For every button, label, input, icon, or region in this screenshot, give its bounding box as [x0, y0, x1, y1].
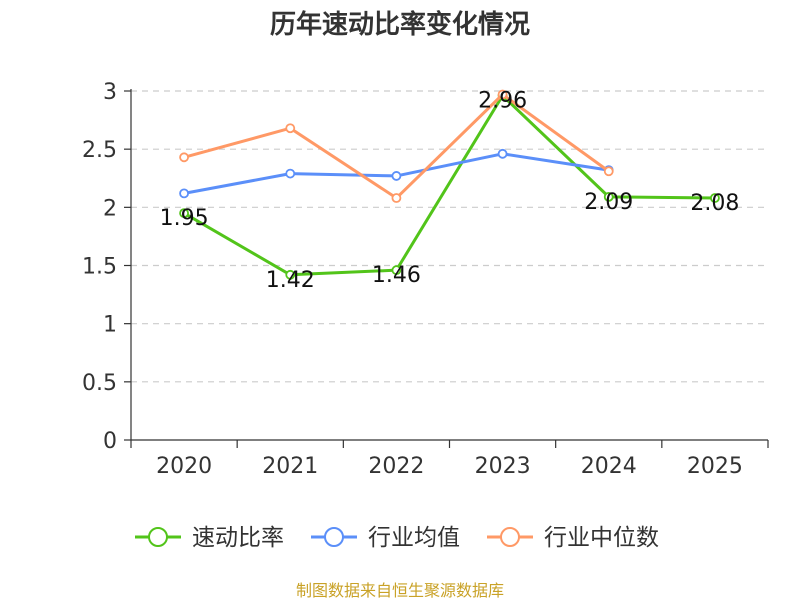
- x-tick-label: 2022: [368, 454, 424, 479]
- data-point: [179, 188, 189, 199]
- y-tick-label: 0.5: [82, 371, 117, 396]
- data-point: [391, 193, 402, 203]
- x-tick-label: 2024: [581, 454, 637, 479]
- series-layer: [179, 89, 720, 280]
- chart-title: 历年速动比率变化情况: [270, 9, 530, 40]
- legend-marker-1: [324, 527, 344, 547]
- legend-marker-2: [500, 527, 520, 547]
- y-tick-label: 2.5: [82, 138, 117, 163]
- data-point: [179, 208, 189, 219]
- x-tick-label: 2023: [475, 454, 531, 479]
- data-label: 2.08: [690, 191, 739, 216]
- y-tick-label: 1: [103, 313, 117, 338]
- x-tick-label: 2021: [262, 454, 318, 479]
- data-point: [391, 171, 402, 181]
- data-point: [497, 148, 508, 159]
- x-tick-label: 2025: [687, 454, 743, 479]
- legend-label-2: 行业中位数: [544, 525, 659, 551]
- y-tick-label: 1.5: [82, 255, 117, 280]
- data-point: [285, 269, 296, 280]
- legend-label-1: 行业均值: [368, 525, 460, 551]
- axes: 0 0.5 1 1.5 2 2.5 3 2020 2021 2022 2023 2024 2025: [82, 80, 769, 479]
- data-point: [285, 123, 296, 134]
- data-point: [497, 89, 508, 100]
- data-point: [603, 166, 614, 177]
- legend-label-0: 速动比率: [192, 525, 284, 551]
- data-label: 1.42: [266, 268, 315, 293]
- y-tick-label: 3: [103, 80, 117, 105]
- y-tick-label: 0: [103, 429, 117, 454]
- data-labels: 1.95 1.42 1.46 2.96 2.09 2.08: [160, 89, 740, 293]
- data-label: 1.46: [372, 263, 421, 288]
- grid-lines: [131, 90, 768, 383]
- data-point: [710, 193, 720, 203]
- data-point: [603, 191, 614, 202]
- data-label: 2.09: [584, 190, 633, 215]
- series-line-0: [183, 94, 715, 277]
- data-label: 1.95: [160, 206, 209, 231]
- data-point: [285, 168, 296, 179]
- legend: 速动比率 行业均值 行业中位数: [135, 525, 659, 551]
- data-point: [391, 265, 402, 276]
- x-tick-label: 2020: [156, 454, 212, 479]
- data-point: [179, 152, 189, 163]
- data-label: 2.96: [478, 89, 527, 114]
- legend-marker-0: [148, 527, 168, 547]
- y-tick-label: 2: [103, 196, 117, 221]
- source-note: 制图数据来自恒生聚源数据库: [296, 581, 504, 600]
